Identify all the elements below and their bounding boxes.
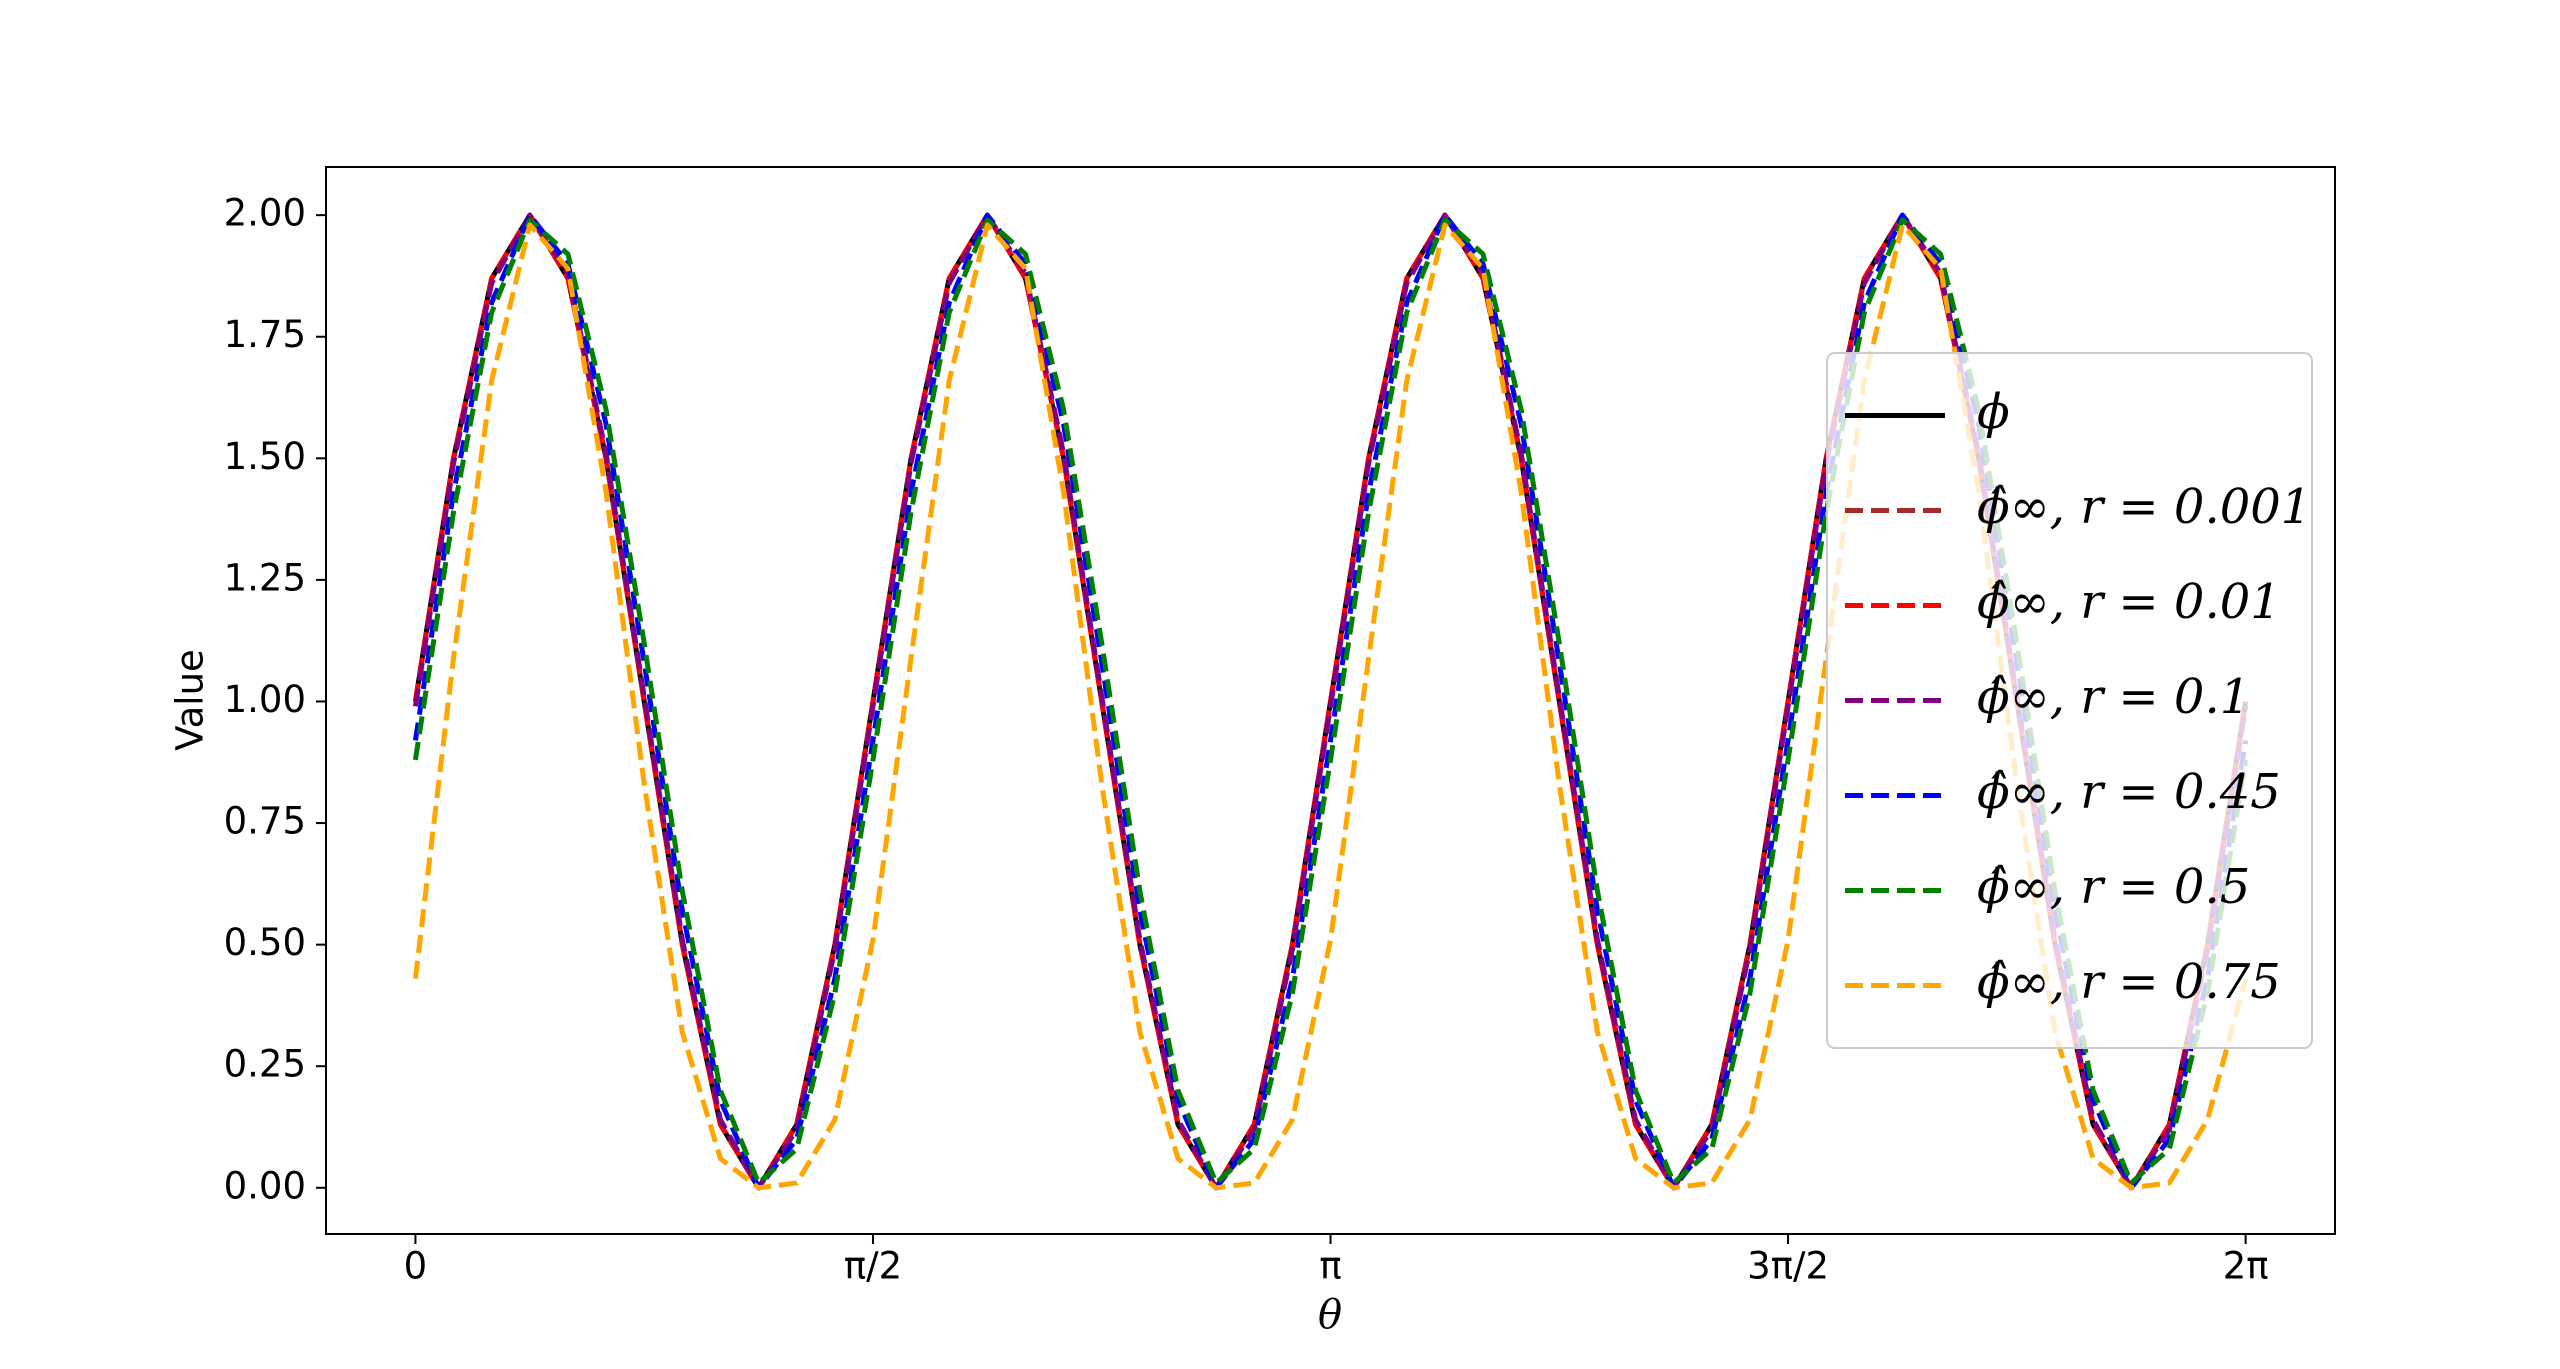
y-tick-label: 1.25 bbox=[224, 556, 306, 599]
y-tick-label: 0.50 bbox=[224, 921, 306, 964]
series-line bbox=[412, 217, 2249, 1186]
series-line bbox=[412, 212, 2249, 1191]
legend-box bbox=[1826, 352, 2313, 1049]
y-tick-label: 2.00 bbox=[224, 192, 306, 235]
series-line bbox=[412, 212, 2249, 1191]
y-tick-label: 1.00 bbox=[224, 678, 306, 721]
legend-label: ϕ̂∞, r = 0.001 bbox=[1977, 479, 2311, 535]
legend-label: ϕ bbox=[1977, 384, 2010, 440]
legend-label: ϕ̂∞, r = 0.75 bbox=[1977, 954, 2281, 1010]
x-tick-label: π/2 bbox=[844, 1245, 902, 1288]
y-tick-label: 0.00 bbox=[224, 1164, 306, 1207]
x-tick-label: 3π/2 bbox=[1747, 1245, 1829, 1288]
legend-label: ϕ̂∞, r = 0.5 bbox=[1977, 859, 2250, 915]
y-tick-label: 1.50 bbox=[224, 435, 306, 478]
legend-label: ϕ̂∞, r = 0.45 bbox=[1977, 764, 2281, 820]
series-line bbox=[412, 222, 2249, 1191]
x-tick-label: 0 bbox=[404, 1245, 428, 1288]
y-tick-label: 1.75 bbox=[224, 313, 306, 356]
x-axis-label: θ bbox=[1318, 1292, 1342, 1338]
legend-label: ϕ̂∞, r = 0.01 bbox=[1977, 574, 2281, 630]
x-tick-label: π bbox=[1319, 1245, 1341, 1288]
legend-label: ϕ̂∞, r = 0.1 bbox=[1977, 669, 2250, 725]
y-axis-label: Value bbox=[169, 649, 212, 751]
y-tick-label: 0.75 bbox=[224, 800, 306, 843]
y-tick-label: 0.25 bbox=[224, 1043, 306, 1086]
x-tick-label: 2π bbox=[2223, 1245, 2269, 1288]
